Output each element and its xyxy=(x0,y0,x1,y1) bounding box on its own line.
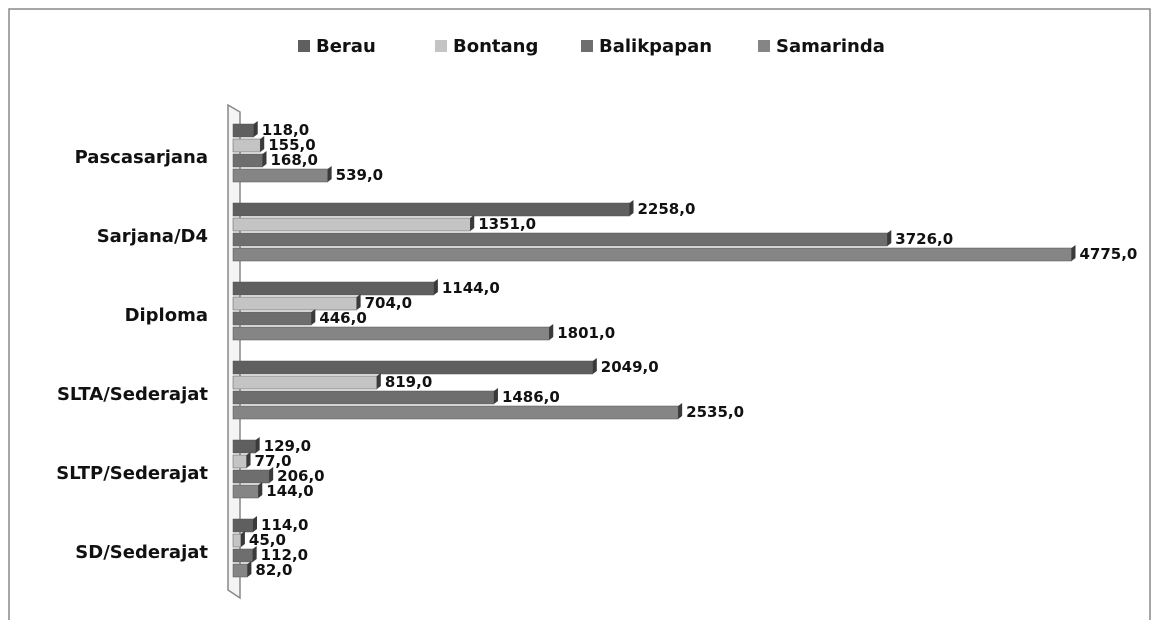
data-label: 2049,0 xyxy=(601,358,659,376)
data-label: 114,0 xyxy=(261,516,308,534)
bar xyxy=(232,454,247,469)
bar-side xyxy=(247,561,252,577)
data-label: 1144,0 xyxy=(442,279,500,297)
bar-side xyxy=(549,324,554,340)
bar-side xyxy=(262,151,267,167)
bar xyxy=(232,439,256,454)
bar xyxy=(232,202,630,217)
bar-side xyxy=(629,200,634,216)
legend-swatch xyxy=(435,40,447,52)
bar-side xyxy=(470,215,475,231)
legend-label: Bontang xyxy=(453,36,538,57)
data-label: 1801,0 xyxy=(557,324,615,342)
data-label: 539,0 xyxy=(336,166,383,184)
bar-side xyxy=(253,121,258,137)
bar xyxy=(232,311,312,326)
bar-side xyxy=(240,531,245,547)
data-label: 4775,0 xyxy=(1079,245,1137,263)
y-tick-label: SLTP/Sederajat xyxy=(56,463,208,484)
bar-side xyxy=(311,309,316,325)
y-tick-label: SLTA/Sederajat xyxy=(57,384,208,405)
bar xyxy=(232,533,242,548)
data-label: 155,0 xyxy=(268,136,315,154)
data-label: 206,0 xyxy=(277,467,324,485)
bar-side xyxy=(253,516,258,532)
legend-label: Berau xyxy=(316,36,376,57)
bar-side xyxy=(493,388,498,404)
data-label: 2258,0 xyxy=(638,200,696,218)
data-label: 819,0 xyxy=(385,373,432,391)
data-label: 446,0 xyxy=(319,309,366,327)
bar-side xyxy=(255,437,260,453)
legend-label: Balikpapan xyxy=(599,36,712,57)
bar xyxy=(232,469,270,484)
bar-side xyxy=(592,358,597,374)
data-label: 1486,0 xyxy=(502,388,560,406)
data-label: 144,0 xyxy=(266,482,313,500)
bar xyxy=(232,405,679,420)
bar-side xyxy=(327,166,332,182)
legend-swatch xyxy=(298,40,310,52)
bar-side xyxy=(1071,245,1076,261)
data-label: 704,0 xyxy=(365,294,412,312)
bar-side xyxy=(678,403,683,419)
data-label: 1351,0 xyxy=(478,215,536,233)
data-label: 45,0 xyxy=(249,531,286,549)
data-label: 129,0 xyxy=(264,437,311,455)
bar-side xyxy=(258,482,263,498)
legend-label: Samarinda xyxy=(776,36,885,57)
bar xyxy=(232,484,259,499)
chart-border xyxy=(8,8,1151,624)
data-label: 82,0 xyxy=(255,561,292,579)
data-label: 2535,0 xyxy=(686,403,744,421)
bar-side xyxy=(433,279,438,295)
data-label: 3726,0 xyxy=(895,230,953,248)
data-label: 168,0 xyxy=(271,151,318,169)
bar xyxy=(232,153,263,168)
bar-side xyxy=(356,294,361,310)
legend-swatch xyxy=(581,40,593,52)
bar-side xyxy=(246,452,251,468)
bar xyxy=(232,232,888,247)
bar xyxy=(232,138,261,153)
bar xyxy=(232,390,495,405)
data-label: 112,0 xyxy=(261,546,308,564)
y-tick-label: Pascasarjana xyxy=(75,147,208,168)
legend-swatch xyxy=(758,40,770,52)
y-tick-label: SD/Sederajat xyxy=(75,542,208,563)
data-label: 77,0 xyxy=(255,452,292,470)
bar xyxy=(232,548,253,563)
y-tick-label: Sarjana/D4 xyxy=(97,226,208,247)
bar-side xyxy=(376,373,381,389)
bar xyxy=(232,375,378,390)
bar xyxy=(232,168,328,183)
bar xyxy=(232,563,248,578)
bar-side xyxy=(269,467,274,483)
bar xyxy=(232,123,254,138)
bar xyxy=(232,217,471,232)
y-tick-label: Diploma xyxy=(125,305,208,326)
bar-side xyxy=(260,136,265,152)
bar-side xyxy=(252,546,257,562)
bar xyxy=(232,247,1072,262)
bar xyxy=(232,326,550,341)
data-label: 118,0 xyxy=(262,121,309,139)
bar-side xyxy=(887,230,892,246)
